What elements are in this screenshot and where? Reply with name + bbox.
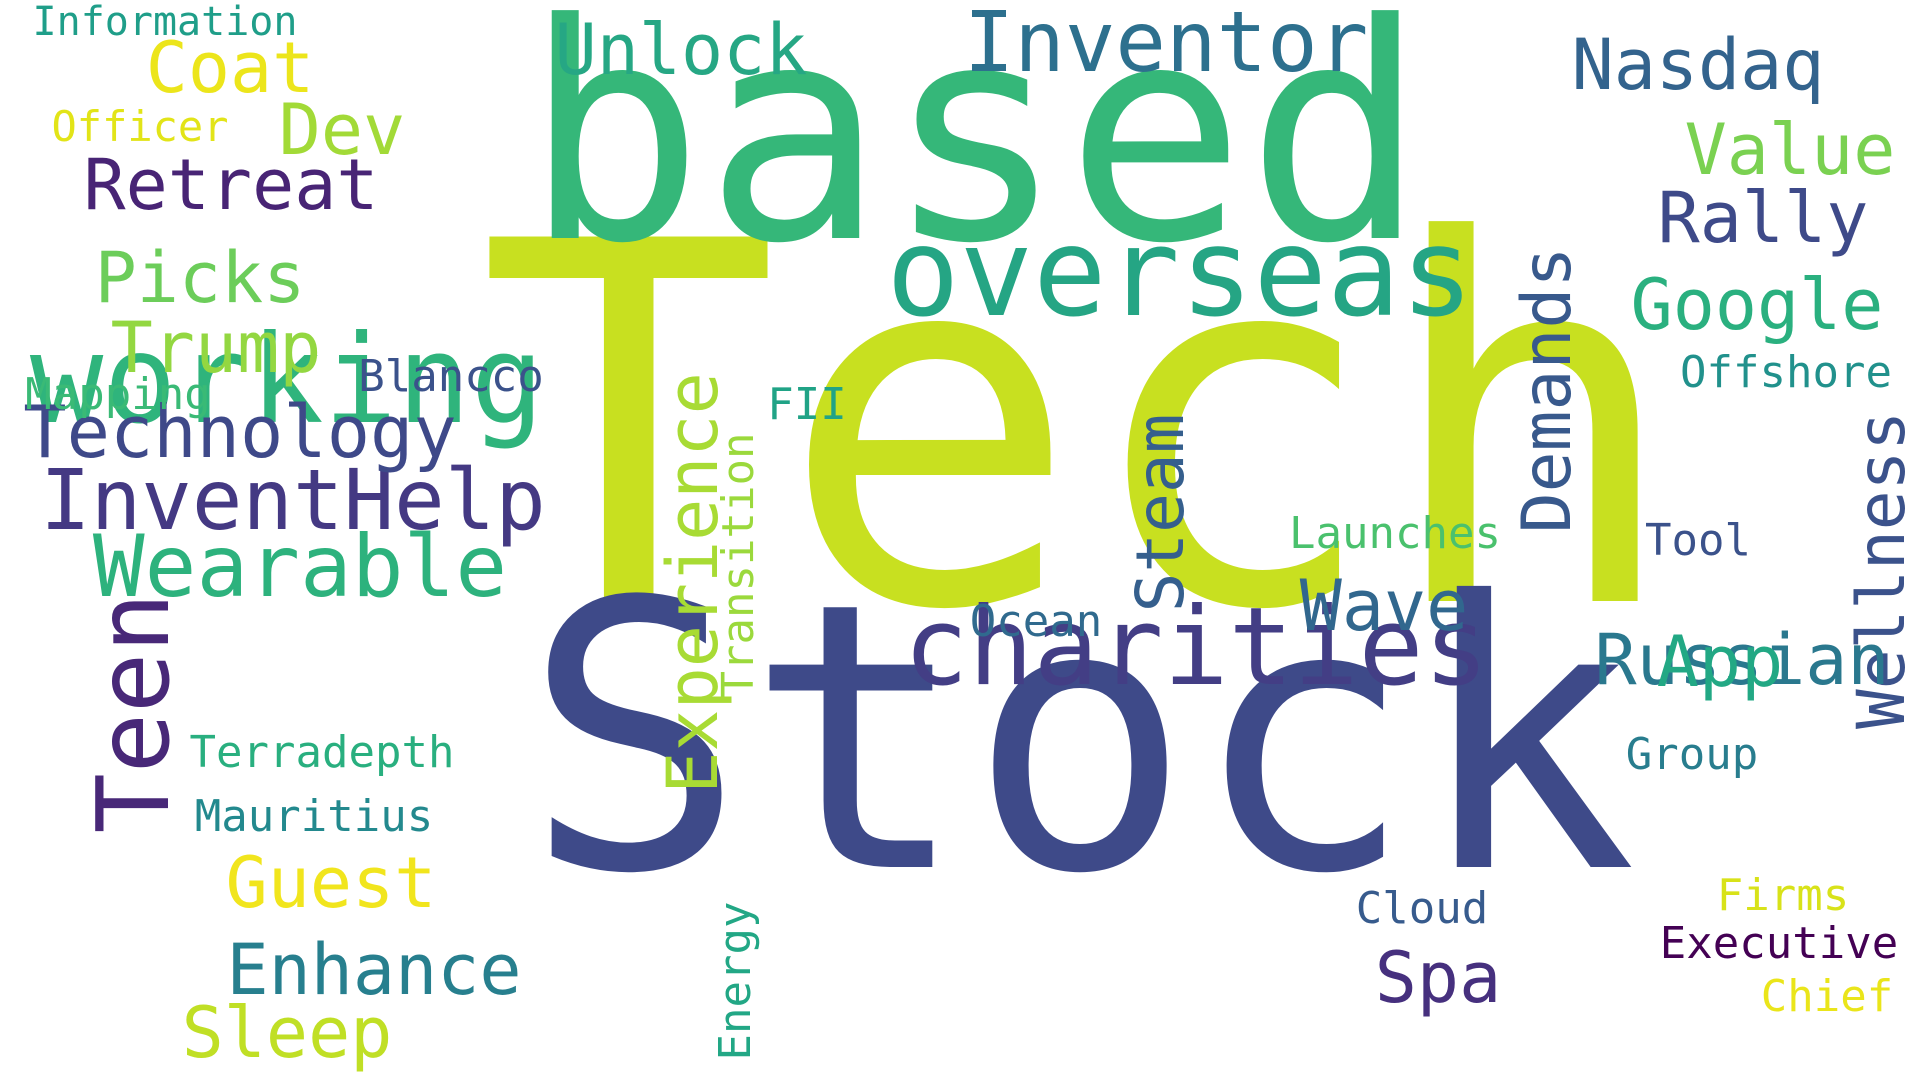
word-fii: FII (767, 379, 847, 430)
word-unlock: Unlock (554, 9, 808, 91)
word-nasdaq: Nasdaq (1571, 24, 1825, 106)
word-ocean: Ocean (969, 596, 1103, 647)
word-cloud: Cloud (1355, 883, 1489, 934)
word-steam: Steam (1122, 413, 1199, 613)
word-sleep: Sleep (181, 992, 393, 1074)
word-wearable: Wearable (92, 517, 508, 617)
word-inventhelp: InventHelp (40, 451, 546, 549)
word-stock: Stock (523, 525, 1637, 955)
word-guest: Guest (225, 842, 437, 924)
word-dev: Dev (278, 89, 406, 171)
word-trump: Trump (110, 307, 322, 389)
word-charities: charities (903, 585, 1489, 710)
word-wave: Wave (1299, 565, 1469, 647)
word-russian: Russian (1594, 619, 1890, 701)
word-retreat: Retreat (83, 144, 379, 226)
word-teen: Teen (75, 592, 192, 834)
word-working: working (29, 309, 545, 451)
word-rally: Rally (1657, 177, 1869, 259)
word-mapping: Mapping (25, 369, 211, 420)
word-launches: Launches (1289, 508, 1501, 559)
word-spa: Spa (1374, 937, 1502, 1019)
word-energy: Energy (710, 901, 761, 1061)
word-terradepth: Terradepth (189, 727, 455, 778)
word-value: Value (1684, 109, 1896, 191)
word-group: Group (1625, 729, 1759, 780)
word-transition: Transition (713, 432, 764, 698)
word-offshore: Offshore (1680, 347, 1892, 398)
word-inventor: Inventor (963, 0, 1369, 91)
word-tool: Tool (1645, 515, 1751, 566)
word-blancco: Blancco (358, 351, 544, 402)
word-app: App (1656, 621, 1784, 703)
word-enhance: Enhance (226, 929, 522, 1011)
word-mauritius: Mauritius (194, 791, 434, 842)
word-tech: Tech (477, 137, 1683, 719)
word-coat: Coat (145, 27, 315, 109)
word-overseas: overseas (886, 202, 1474, 344)
word-technology: Technology (23, 390, 457, 474)
word-officer: Officer (51, 102, 229, 151)
word-demands: Demands (1508, 246, 1587, 534)
word-chief: Chief (1760, 971, 1894, 1022)
word-firms: Firms (1716, 870, 1850, 921)
word-google: Google (1630, 264, 1884, 346)
word-based: based (523, 0, 1427, 309)
word-information: Information (32, 0, 298, 45)
word-executive: Executive (1659, 918, 1899, 969)
word-picks: Picks (94, 237, 306, 319)
